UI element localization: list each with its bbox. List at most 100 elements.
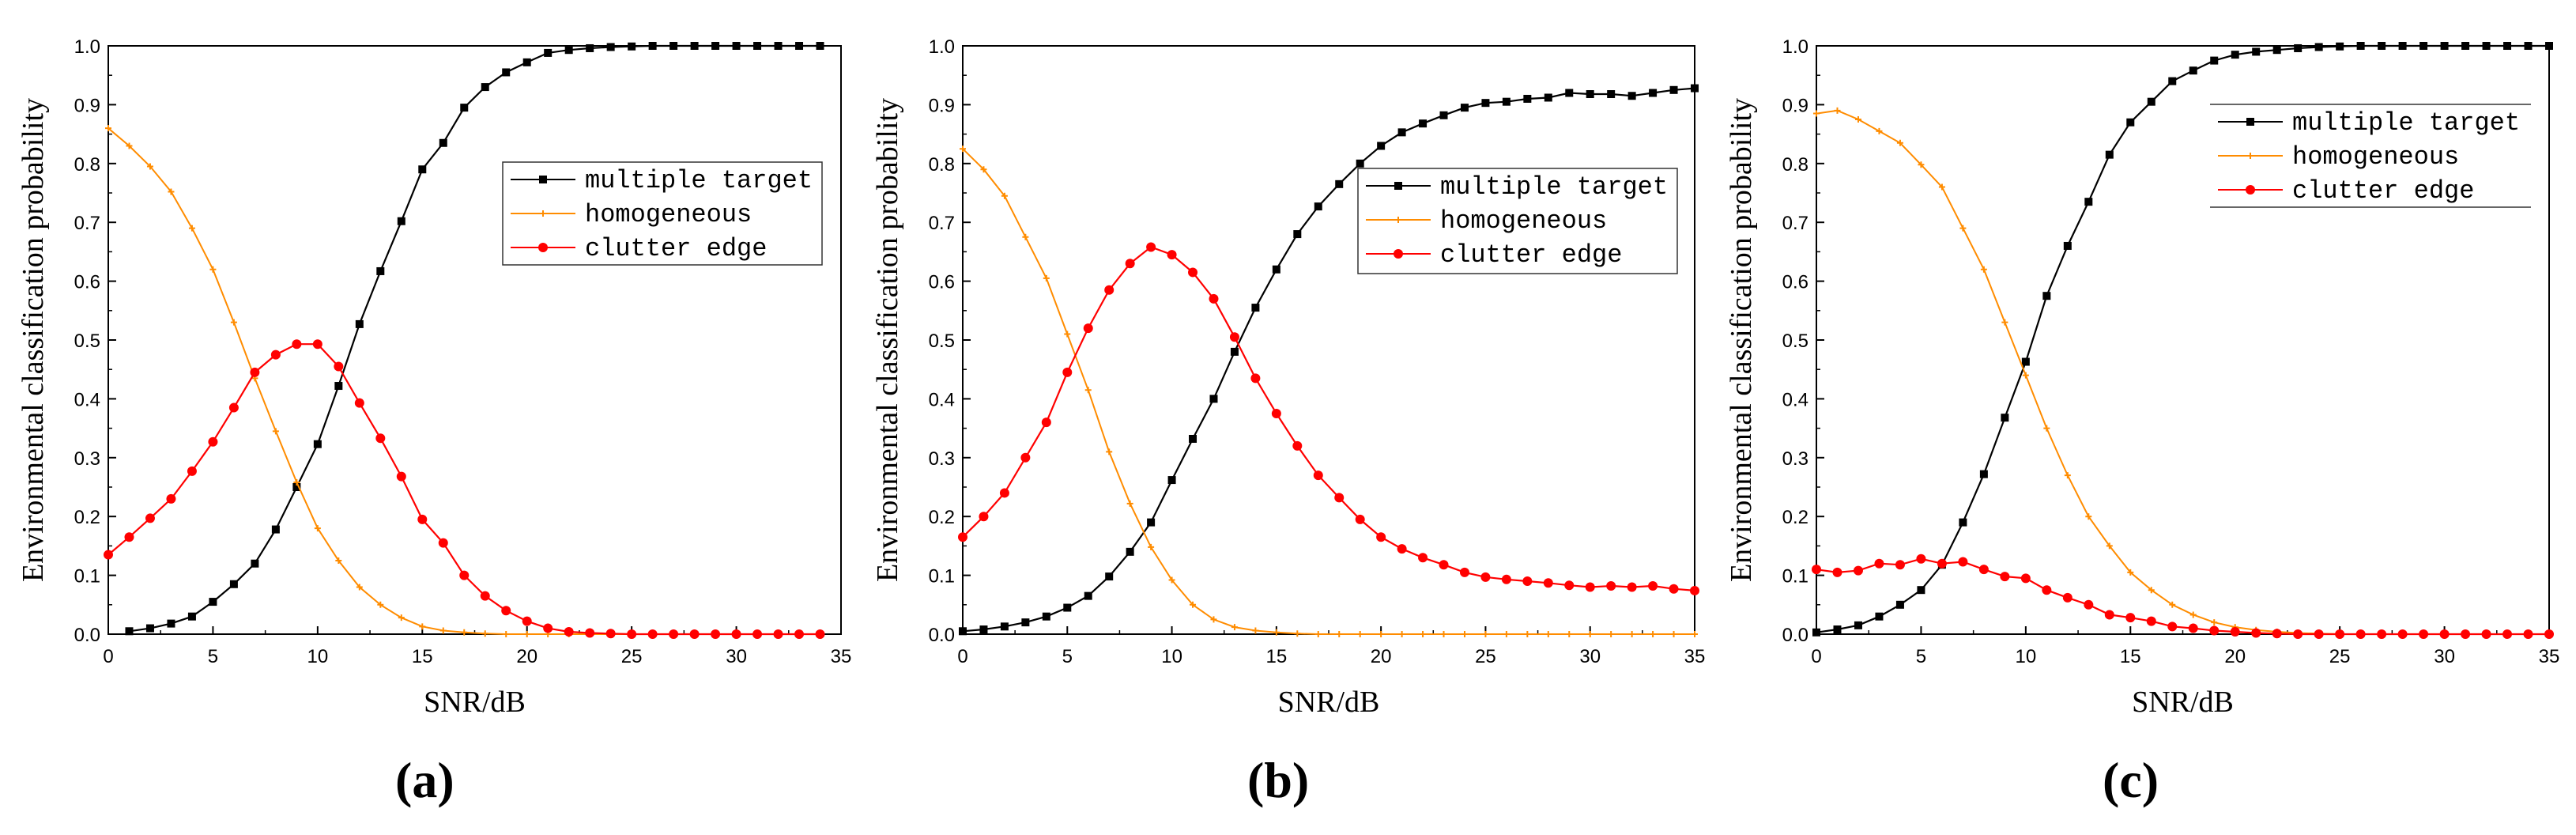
data-point xyxy=(1627,92,1636,100)
data-point xyxy=(229,580,238,588)
data-point xyxy=(1001,192,1008,199)
data-point xyxy=(1356,631,1363,637)
series-line xyxy=(962,148,1695,635)
data-point xyxy=(355,319,364,328)
data-point xyxy=(2377,629,2387,639)
panel-label-b: (b) xyxy=(1247,752,1310,808)
data-point xyxy=(959,627,967,636)
x-tick-label: 30 xyxy=(1579,646,1601,667)
data-point xyxy=(1544,631,1552,637)
data-point xyxy=(1398,631,1405,637)
data-point xyxy=(459,570,470,580)
y-tick-label: 0.2 xyxy=(929,507,955,528)
data-point xyxy=(334,382,343,391)
data-point xyxy=(2231,51,2239,59)
y-tick-label: 0.0 xyxy=(1782,625,1808,646)
data-point xyxy=(2251,628,2261,638)
data-point xyxy=(356,584,363,591)
data-point xyxy=(522,58,531,66)
data-point xyxy=(2210,56,2219,65)
data-point xyxy=(1020,452,1031,463)
data-point xyxy=(999,488,1009,498)
legend-label: clutter edge xyxy=(585,234,767,263)
x-tick-label: 0 xyxy=(1811,646,1821,667)
data-point xyxy=(1853,565,1863,576)
data-point xyxy=(125,627,134,636)
data-point xyxy=(2146,616,2156,626)
data-point xyxy=(208,436,218,447)
data-point xyxy=(1397,544,1407,554)
series-clutter-edge xyxy=(1812,554,2554,639)
data-point xyxy=(1292,440,1303,451)
data-point xyxy=(1334,493,1345,503)
data-point xyxy=(2545,42,2553,50)
data-point xyxy=(2335,629,2345,639)
data-point xyxy=(2084,198,2093,206)
data-point xyxy=(145,624,154,633)
legend-label: multiple target xyxy=(2292,108,2520,138)
legend-marker xyxy=(2246,118,2254,126)
data-point xyxy=(1979,470,1988,478)
data-point xyxy=(1854,621,1862,629)
data-point xyxy=(1503,631,1510,637)
data-point xyxy=(979,512,989,522)
y-axis-title: Environmental classification probability xyxy=(1725,98,1758,582)
data-point xyxy=(773,629,783,639)
data-point xyxy=(731,629,741,639)
data-point xyxy=(439,627,447,634)
data-point xyxy=(1209,293,1219,304)
data-point xyxy=(1482,631,1489,637)
x-tick-label: 35 xyxy=(831,646,852,667)
data-point xyxy=(2336,42,2344,51)
data-point xyxy=(1272,265,1280,274)
data-point xyxy=(145,513,155,523)
data-point xyxy=(586,43,594,52)
data-point xyxy=(2188,623,2198,633)
data-point xyxy=(753,42,762,50)
data-point xyxy=(2126,118,2135,127)
legend: multiple target homogeneous clutter edge xyxy=(502,161,823,266)
data-point xyxy=(1336,631,1343,637)
data-point xyxy=(2104,610,2114,620)
chart-panel-b: 0 5 10 15 20 25 30 35 0.0 0.1 0.2 0.3 0.4 0.5 0.6 0.7 0.… xyxy=(871,36,1705,719)
y-tick-label: 0.1 xyxy=(929,566,955,588)
x-tick-label: 25 xyxy=(621,646,643,667)
data-point xyxy=(251,559,259,568)
data-point xyxy=(2419,42,2428,50)
data-point xyxy=(523,631,530,637)
data-point xyxy=(376,266,385,275)
y-tick-label: 0.3 xyxy=(74,448,100,470)
data-point xyxy=(419,623,426,630)
data-point xyxy=(105,125,111,132)
data-point xyxy=(1313,470,1323,481)
data-point xyxy=(480,591,490,601)
data-point xyxy=(2043,425,2050,432)
series-line xyxy=(1816,557,2549,636)
y-tick-label: 0.6 xyxy=(1782,272,1808,293)
x-tick-label: 20 xyxy=(2224,646,2246,667)
legend: multiple target homogeneous clutter edge xyxy=(2210,104,2531,208)
data-point xyxy=(1628,631,1635,637)
data-point xyxy=(396,471,406,482)
data-point xyxy=(2252,47,2261,56)
x-tick-label: 15 xyxy=(412,646,433,667)
legend: multiple target homogeneous clutter edge xyxy=(1357,168,1678,274)
legend-marker xyxy=(539,176,547,183)
x-tick-label: 5 xyxy=(1916,646,1926,667)
data-point xyxy=(1692,631,1698,637)
data-point xyxy=(980,166,987,173)
data-point xyxy=(168,188,175,195)
data-point xyxy=(689,629,700,639)
data-point xyxy=(979,625,988,634)
data-point xyxy=(503,631,510,637)
data-point xyxy=(1566,631,1573,637)
data-point xyxy=(1564,580,1575,591)
legend-marker xyxy=(538,243,548,252)
data-point xyxy=(501,606,511,616)
y-tick-label: 0.5 xyxy=(1782,331,1808,352)
data-point xyxy=(1440,631,1447,637)
data-point xyxy=(711,42,720,50)
series-multiple-target xyxy=(125,42,824,636)
data-point xyxy=(397,217,405,225)
